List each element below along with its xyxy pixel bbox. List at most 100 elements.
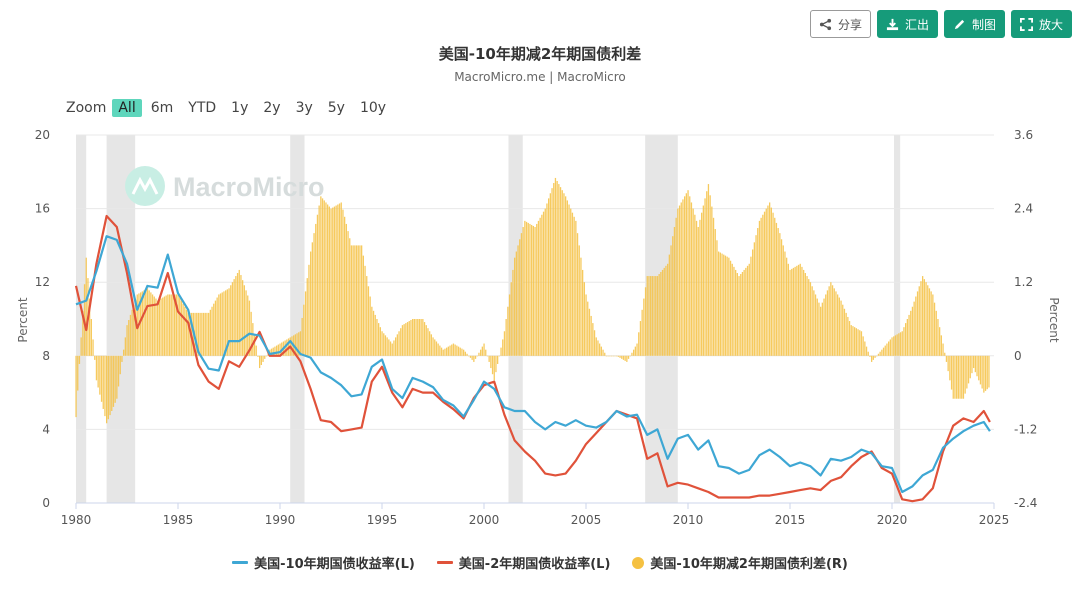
spread-bar: [95, 355, 98, 381]
spread-bar: [100, 355, 103, 402]
spread-bar: [570, 208, 572, 356]
spread-bar: [702, 205, 704, 356]
spread-bar: [633, 349, 635, 356]
spread-bar: [347, 231, 349, 356]
spread-bar: [906, 319, 908, 356]
spread-bar: [571, 212, 574, 356]
spread-bar: [463, 349, 465, 356]
spread-bar: [619, 355, 621, 358]
spread-bar: [842, 304, 844, 356]
spread-bar: [876, 355, 878, 357]
spread-bar: [723, 254, 725, 356]
spread-bar: [871, 355, 873, 362]
spread-bar: [644, 287, 647, 356]
spread-bar: [675, 217, 677, 356]
spread-bar: [952, 355, 954, 399]
spread-bar: [804, 273, 806, 356]
spread-bar: [735, 269, 737, 356]
spread-bar: [784, 251, 786, 356]
spread-bar: [92, 339, 94, 356]
spread-bar: [168, 294, 171, 356]
export-button[interactable]: 汇出: [876, 10, 938, 38]
spread-bar: [568, 204, 570, 356]
spread-bar: [500, 347, 502, 356]
spread-bar: [481, 346, 483, 356]
spread-bar: [845, 312, 847, 356]
spread-bar: [728, 257, 730, 356]
spread-bar: [225, 290, 227, 356]
spread-bar: [532, 225, 534, 356]
y-tick-right: -1.2: [1014, 422, 1037, 436]
spread-bar: [153, 296, 155, 356]
spread-bar: [901, 331, 903, 356]
spread-bar: [973, 355, 975, 369]
spread-bar: [546, 203, 548, 356]
spread-bar: [636, 343, 638, 356]
spread-bar: [476, 355, 478, 357]
spread-bar: [724, 255, 727, 356]
spread-bar: [920, 281, 922, 356]
spread-bar: [180, 300, 183, 356]
spread-bar: [208, 312, 210, 356]
spread-bar: [243, 285, 245, 356]
spread-bar: [884, 345, 886, 356]
legend-item-2y-yield[interactable]: 美国-2年期国债收益率(L): [436, 553, 610, 572]
fullscreen-button[interactable]: 放大: [1010, 10, 1072, 38]
spread-bar: [736, 273, 738, 356]
spread-bar: [814, 294, 817, 356]
zoom-5y-button[interactable]: 5y: [327, 100, 345, 116]
y-tick-left: 12: [35, 275, 50, 289]
spread-bar: [624, 355, 626, 361]
spread-bar: [483, 343, 485, 356]
spread-bar: [206, 312, 208, 356]
spread-bar: [911, 306, 914, 356]
legend-item-spread[interactable]: 美国-10年期减2年期国债利差(R): [632, 553, 848, 572]
share-button[interactable]: 分享: [809, 10, 871, 38]
spread-bar: [209, 309, 211, 356]
zoom-2y-button[interactable]: 2y: [263, 100, 281, 116]
spread-bar: [446, 347, 448, 356]
spread-bar: [656, 276, 659, 356]
y-tick-right: 0: [1014, 349, 1022, 363]
zoom-3y-button[interactable]: 3y: [295, 100, 313, 116]
x-tick: 1985: [163, 513, 194, 527]
spread-bar: [425, 325, 427, 356]
spread-bar: [548, 198, 550, 356]
zoom-all-button[interactable]: All: [112, 99, 142, 117]
spread-bar: [665, 265, 667, 356]
spread-bar: [660, 271, 662, 356]
spread-bar: [915, 296, 917, 356]
spread-bar: [928, 288, 931, 356]
spread-bar: [520, 233, 523, 356]
draw-button[interactable]: 制图: [943, 10, 1005, 38]
spread-bar: [848, 321, 851, 356]
zoom-ytd-button[interactable]: YTD: [188, 100, 217, 116]
spread-bar: [386, 337, 388, 356]
y-tick-right: 2.4: [1014, 202, 1033, 216]
spread-bar: [852, 326, 854, 356]
legend-item-10y-yield[interactable]: 美国-10年期国债收益率(L): [232, 553, 415, 572]
spread-bar: [247, 295, 249, 356]
spread-bar: [672, 236, 674, 356]
spread-bar: [94, 355, 96, 360]
spread-bar: [605, 355, 608, 357]
spread-bar: [599, 343, 601, 356]
share-icon: [819, 18, 832, 31]
spread-bar: [143, 290, 145, 356]
spread-bar: [602, 349, 604, 356]
spread-bar: [621, 355, 623, 359]
spread-bar: [308, 264, 310, 356]
zoom-10y-button[interactable]: 10y: [359, 100, 387, 116]
spread-bar: [554, 177, 557, 356]
spread-bar: [820, 306, 822, 356]
spread-bar: [808, 279, 810, 356]
spread-bar: [974, 355, 976, 373]
zoom-1y-button[interactable]: 1y: [231, 100, 249, 116]
spread-bar: [238, 269, 240, 356]
spread-bar: [170, 294, 172, 356]
spread-bar: [718, 251, 720, 356]
spread-bar: [667, 263, 669, 356]
zoom-6m-button[interactable]: 6m: [150, 100, 174, 116]
x-tick: 2010: [673, 513, 704, 527]
spread-bar: [388, 339, 390, 356]
